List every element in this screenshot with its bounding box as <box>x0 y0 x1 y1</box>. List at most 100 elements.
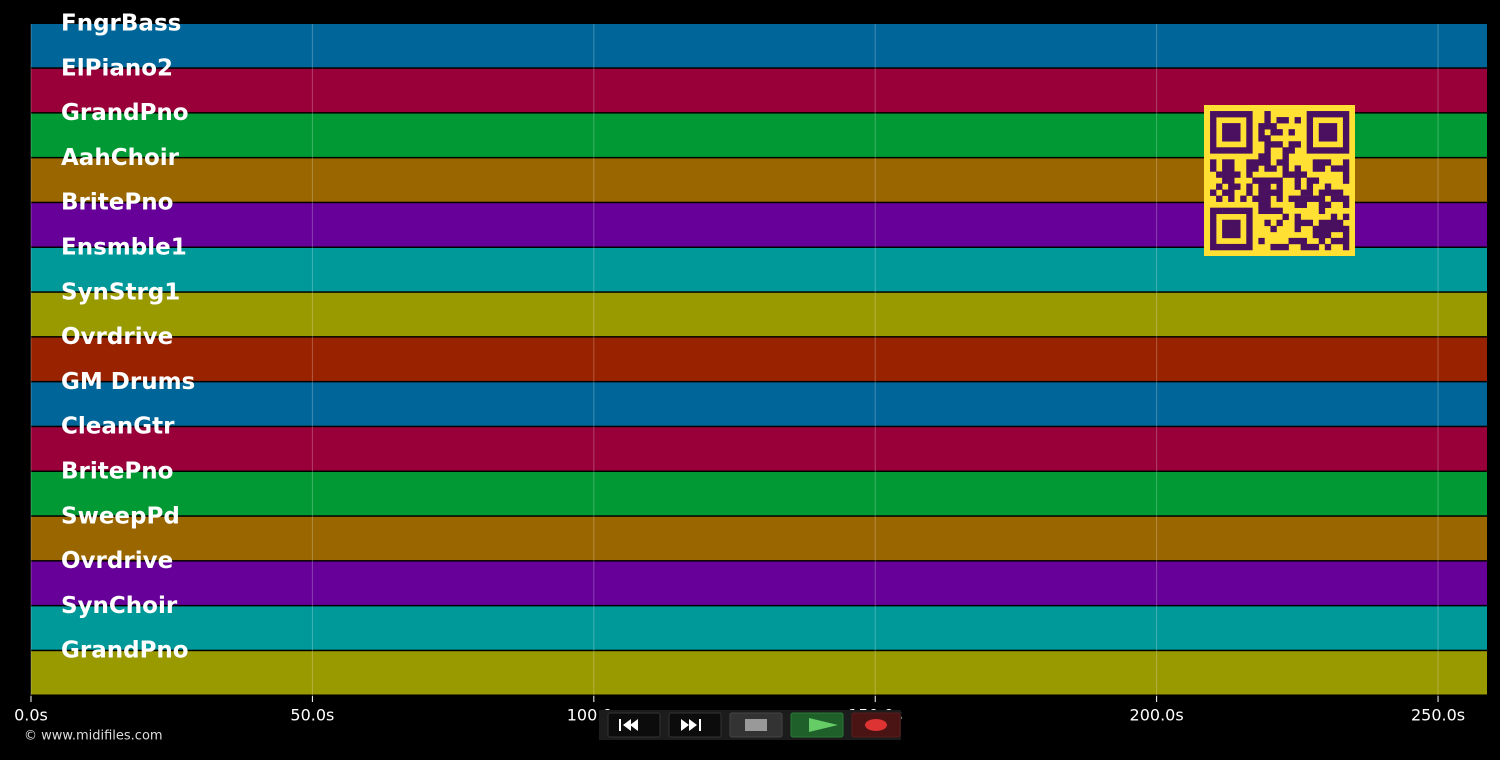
qr-cell <box>1324 147 1332 154</box>
track-name: GM Drums <box>61 369 195 395</box>
qr-cell <box>1312 159 1320 166</box>
qr-cell <box>1318 225 1326 233</box>
qr-cell <box>1324 219 1332 227</box>
track-row <box>31 651 1487 695</box>
qr-cell <box>1324 123 1332 130</box>
qr-cell <box>1216 147 1223 154</box>
qr-cell <box>1210 123 1217 130</box>
qr-cell <box>1270 123 1277 130</box>
track-name: Ovrdrive <box>61 324 173 350</box>
qr-cell <box>1234 135 1241 142</box>
stop-button[interactable] <box>729 712 783 738</box>
qr-cell <box>1222 231 1229 239</box>
qr-cell <box>1306 219 1314 227</box>
qr-cell <box>1306 135 1314 142</box>
qr-cell <box>1306 123 1314 130</box>
qr-cell <box>1234 219 1241 227</box>
qr-cell <box>1294 213 1301 221</box>
qr-cell <box>1288 147 1295 154</box>
qr-cell <box>1258 207 1265 215</box>
qr-cell <box>1270 141 1277 148</box>
qr-cell <box>1312 225 1320 233</box>
qr-cell <box>1264 147 1271 154</box>
qr-cell <box>1276 219 1283 227</box>
qr-cell <box>1252 195 1259 202</box>
qr-cell <box>1276 177 1283 184</box>
qr-cell <box>1228 183 1235 190</box>
qr-cell <box>1294 117 1301 124</box>
qr-cell <box>1228 219 1235 227</box>
qr-cell <box>1330 135 1338 142</box>
qr-cell <box>1276 129 1283 136</box>
qr-cell <box>1276 189 1283 196</box>
qr-cell <box>1318 195 1326 202</box>
qr-cell <box>1228 189 1235 196</box>
qr-cell <box>1264 183 1271 190</box>
qr-cell <box>1336 111 1344 118</box>
track-row <box>31 516 1487 561</box>
qr-cell <box>1222 207 1229 215</box>
qr-cell <box>1288 141 1295 148</box>
qr-cell <box>1276 159 1283 166</box>
qr-cell <box>1342 147 1350 154</box>
qr-cell <box>1258 159 1265 166</box>
qr-cell <box>1222 189 1229 196</box>
qr-cell <box>1228 159 1235 166</box>
qr-cell <box>1294 219 1301 227</box>
qr-cell <box>1336 219 1344 227</box>
qr-cell <box>1270 177 1277 184</box>
qr-cell <box>1270 243 1277 251</box>
qr-cell <box>1222 171 1229 178</box>
track-name: GrandPno <box>61 100 189 126</box>
qr-cell <box>1294 237 1301 245</box>
qr-cell <box>1228 207 1235 215</box>
qr-cell <box>1228 243 1235 251</box>
qr-cell <box>1258 183 1265 190</box>
qr-cell <box>1222 177 1229 184</box>
x-tick-label: 200.0s <box>1130 706 1184 725</box>
qr-cell <box>1240 243 1247 251</box>
qr-cell <box>1246 237 1253 245</box>
qr-cell <box>1228 129 1235 136</box>
qr-cell <box>1282 171 1289 178</box>
qr-cell <box>1228 231 1235 239</box>
qr-cell <box>1246 159 1253 166</box>
qr-cell <box>1342 225 1350 233</box>
qr-cell <box>1246 141 1253 148</box>
transport-controls <box>599 710 901 740</box>
qr-cell <box>1222 135 1229 142</box>
qr-cell <box>1246 165 1253 172</box>
track-row <box>31 472 1487 516</box>
qr-cell <box>1240 111 1247 118</box>
qr-cell <box>1264 153 1271 160</box>
qr-cell <box>1324 111 1332 118</box>
track-name: GrandPno <box>61 638 189 664</box>
qr-cell <box>1258 189 1265 196</box>
qr-cell <box>1264 123 1271 130</box>
track-name: ElPiano2 <box>61 55 173 81</box>
track-name: Ovrdrive <box>61 548 173 574</box>
qr-cell <box>1294 171 1301 178</box>
qr-cell <box>1342 231 1350 239</box>
qr-cell <box>1264 207 1271 215</box>
track-name: SynStrg1 <box>61 279 180 305</box>
qr-cell <box>1294 183 1301 190</box>
qr-cell <box>1216 207 1223 215</box>
qr-cell <box>1246 213 1253 221</box>
qr-cell <box>1282 165 1289 172</box>
qr-cell <box>1342 171 1350 178</box>
qr-cell <box>1288 237 1295 245</box>
qr-cell <box>1222 165 1229 172</box>
qr-cell <box>1318 231 1326 239</box>
rewind-button[interactable] <box>607 712 661 738</box>
forward-button[interactable] <box>668 712 722 738</box>
qr-cell <box>1258 153 1265 160</box>
qr-cell <box>1288 195 1295 202</box>
play-button[interactable] <box>790 712 844 738</box>
qr-cell <box>1246 243 1253 251</box>
track-name: FngrBass <box>61 11 181 37</box>
record-button[interactable] <box>851 712 901 738</box>
qr-cell <box>1276 141 1283 148</box>
qr-cell <box>1336 147 1344 154</box>
